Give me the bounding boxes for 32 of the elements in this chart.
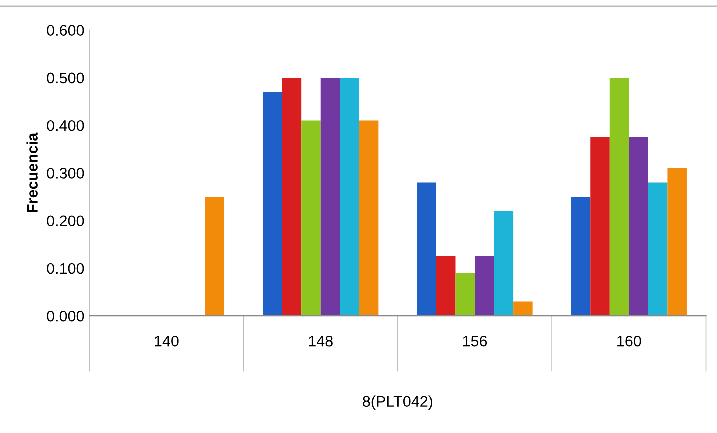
bar xyxy=(494,211,514,316)
bar xyxy=(668,168,687,316)
x-tick-label: 148 xyxy=(309,336,333,347)
bar xyxy=(302,120,321,316)
y-tick-label: 0.500 xyxy=(47,72,84,84)
bar xyxy=(359,120,379,316)
bar xyxy=(456,273,476,316)
bar xyxy=(610,78,630,316)
bar xyxy=(514,302,533,316)
y-tick-label: 0.300 xyxy=(47,168,84,179)
bar xyxy=(590,137,610,316)
bar xyxy=(475,256,494,316)
bar xyxy=(436,256,456,316)
x-axis-title: 8(PLT042) xyxy=(363,396,433,410)
bar xyxy=(571,197,591,316)
x-tick-label: 160 xyxy=(618,336,642,347)
bar xyxy=(417,182,436,316)
bar xyxy=(629,137,648,316)
y-tick-label: 0.200 xyxy=(47,216,84,227)
y-tick-label: 0.000 xyxy=(47,310,84,322)
bar xyxy=(320,78,340,316)
y-tick-label: 0.400 xyxy=(47,120,84,132)
y-tick-label: 0.600 xyxy=(47,25,84,36)
y-axis-title: Frecuencia xyxy=(26,132,38,213)
bar xyxy=(205,197,225,316)
bar xyxy=(282,78,302,316)
x-tick-label: 156 xyxy=(463,336,488,347)
y-tick-label: 0.100 xyxy=(47,263,84,274)
bar xyxy=(648,182,668,316)
bar xyxy=(340,78,360,316)
x-tick-label: 140 xyxy=(155,336,179,347)
bar xyxy=(263,92,282,316)
